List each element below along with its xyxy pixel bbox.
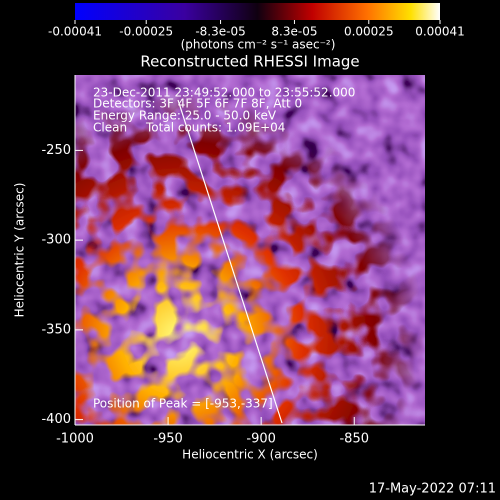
annotation: Total counts: 1.09E+04: [145, 121, 285, 135]
y-tick-label: -350: [41, 322, 71, 337]
annotation: Energy Range: 25.0 - 50.0 keV: [93, 109, 277, 123]
colorbar-tick-label: 0.00041: [415, 25, 465, 39]
colorbar-tick-label: 0.00025: [344, 25, 394, 39]
chart-title: Reconstructed RHESSI Image: [140, 53, 359, 71]
x-tick-label: -900: [246, 432, 276, 447]
x-tick-label: -850: [339, 432, 369, 447]
colorbar-tick-label: -0.00041: [48, 25, 102, 39]
y-tick-label: -400: [41, 412, 71, 427]
x-tick-label: -1000: [56, 432, 94, 447]
solar-limb: [177, 99, 283, 424]
x-axis-label: Heliocentric X (arcsec): [182, 448, 318, 462]
annotation: Detectors: 3F 4F 5F 6F 7F 8F, Att 0: [93, 97, 302, 111]
timestamp: 17-May-2022 07:11: [369, 482, 496, 497]
colorbar-tick-label: 8.3e-05: [271, 25, 317, 39]
y-axis-label: Heliocentric Y (arcsec): [13, 183, 27, 318]
x-tick-label: -950: [153, 432, 183, 447]
colorbar-tick-label: -0.00025: [119, 25, 173, 39]
colorbar-label: (photons cm⁻² s⁻¹ asec⁻²): [181, 38, 336, 52]
colorbar: [75, 3, 440, 20]
annotation: 23-Dec-2011 23:49:52.000 to 23:55:52.000: [93, 86, 355, 100]
y-tick-label: -300: [41, 233, 71, 248]
y-tick-label: -250: [41, 143, 71, 158]
annotation: Position of Peak = [-953,-337]: [93, 397, 273, 411]
annotation: Clean: [93, 121, 127, 135]
image-hot-region: [75, 75, 425, 425]
colorbar-tick-label: -8.3e-05: [195, 25, 245, 39]
